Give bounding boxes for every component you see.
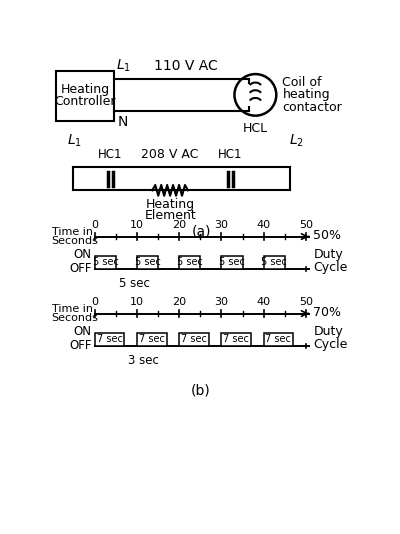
Text: Controller: Controller	[54, 95, 116, 108]
Bar	[137, 333, 167, 346]
Text: Cycle: Cycle	[314, 338, 348, 351]
Text: 50: 50	[299, 221, 313, 230]
Text: 30: 30	[214, 297, 228, 308]
Text: 70%: 70%	[314, 305, 342, 318]
Text: Time in: Time in	[52, 227, 92, 237]
Text: Heating: Heating	[146, 198, 195, 211]
Text: Cycle: Cycle	[314, 261, 348, 274]
Text: 110 V AC: 110 V AC	[154, 59, 218, 73]
Text: 50%: 50%	[314, 229, 342, 241]
Text: Duty: Duty	[314, 325, 343, 338]
Text: 0: 0	[92, 297, 98, 308]
Text: HCL: HCL	[243, 122, 268, 135]
Text: 20: 20	[172, 221, 186, 230]
Bar	[179, 256, 200, 269]
Text: Element: Element	[144, 209, 196, 222]
Text: (a): (a)	[191, 224, 211, 238]
Text: 30: 30	[214, 221, 228, 230]
Text: 7 sec: 7 sec	[181, 334, 207, 344]
Text: Seconds: Seconds	[52, 236, 98, 246]
Text: 40: 40	[256, 297, 271, 308]
Text: 10: 10	[130, 221, 144, 230]
Text: $L_1$: $L_1$	[116, 58, 131, 74]
Text: $L_1$: $L_1$	[67, 132, 82, 149]
Text: 5 sec: 5 sec	[219, 257, 245, 268]
Text: 5 sec: 5 sec	[135, 257, 160, 268]
Text: 50: 50	[299, 297, 313, 308]
Text: OFF: OFF	[69, 262, 92, 276]
Text: contactor: contactor	[282, 101, 342, 114]
Text: 3 sec: 3 sec	[128, 354, 158, 367]
Text: 40: 40	[256, 221, 271, 230]
Bar	[264, 333, 293, 346]
Bar	[95, 333, 124, 346]
Text: 10: 10	[130, 297, 144, 308]
Text: 7 sec: 7 sec	[266, 334, 291, 344]
Text: 20: 20	[172, 297, 186, 308]
Bar	[222, 256, 242, 269]
Bar	[264, 256, 285, 269]
Bar	[179, 333, 209, 346]
Text: ON: ON	[74, 248, 92, 261]
Text: Time in: Time in	[52, 304, 92, 314]
Text: ON: ON	[74, 325, 92, 338]
Bar	[56, 71, 114, 121]
Text: OFF: OFF	[69, 340, 92, 352]
Text: $L_2$: $L_2$	[290, 132, 304, 149]
Text: heating: heating	[282, 89, 330, 101]
Text: HC1: HC1	[218, 148, 243, 161]
Text: 208 V AC: 208 V AC	[142, 148, 199, 161]
Circle shape	[234, 74, 276, 116]
Bar	[222, 333, 251, 346]
Text: Heating: Heating	[61, 83, 110, 96]
Text: HC1: HC1	[98, 148, 123, 161]
Text: 0: 0	[92, 221, 98, 230]
Text: 5 sec: 5 sec	[261, 257, 287, 268]
Text: 5 sec: 5 sec	[177, 257, 203, 268]
Bar	[95, 256, 116, 269]
Text: 5 sec: 5 sec	[119, 277, 150, 289]
Text: 7 sec: 7 sec	[97, 334, 123, 344]
Text: N: N	[118, 115, 128, 129]
Text: Coil of: Coil of	[282, 76, 322, 89]
Text: 7 sec: 7 sec	[139, 334, 165, 344]
Text: 7 sec: 7 sec	[223, 334, 249, 344]
Text: Duty: Duty	[314, 248, 343, 261]
Text: Seconds: Seconds	[52, 313, 98, 323]
Text: 5 sec: 5 sec	[92, 257, 118, 268]
Bar	[137, 256, 158, 269]
Text: (b): (b)	[191, 383, 211, 397]
